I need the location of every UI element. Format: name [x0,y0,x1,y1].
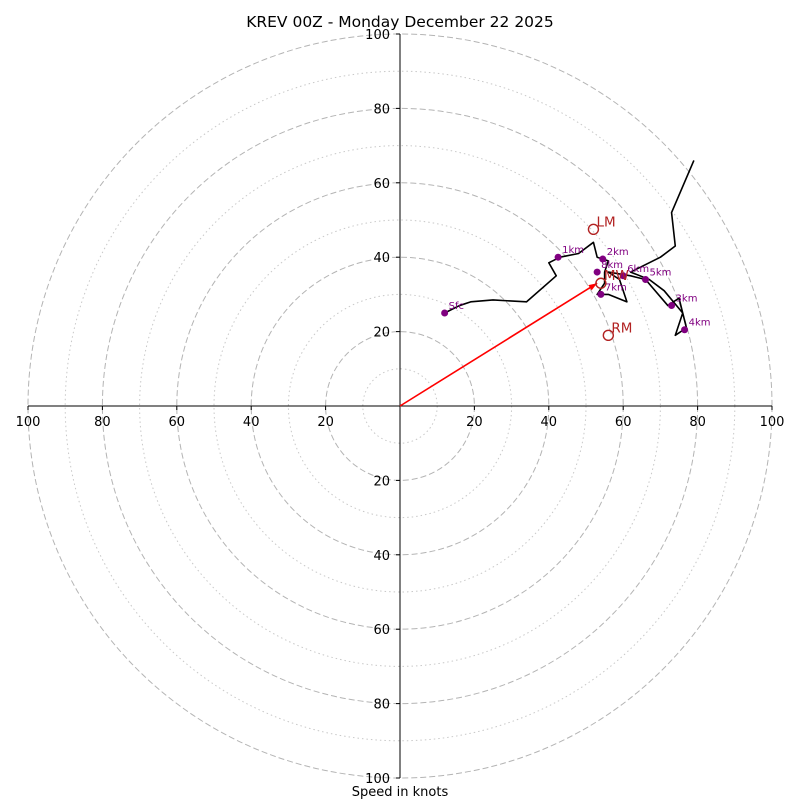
height-label-8km: 8km [601,260,623,271]
y-tick-label: 20 [373,474,390,489]
height-label-sfc: Sfc [449,301,464,312]
x-tick-label: 100 [760,415,785,430]
x-tick-label: 20 [317,415,334,430]
height-label-6km: 6km [627,264,649,275]
height-marker-1km [554,253,562,261]
y-tick-label: 100 [365,772,390,787]
storm-label-mw: MW [604,268,629,284]
height-marker-7km [597,290,605,298]
height-label-1km: 1km [562,245,584,256]
height-label-7km: 7km [605,282,627,293]
y-tick-label: 80 [373,698,390,713]
height-marker-6km [619,272,627,280]
height-label-4km: 4km [689,318,711,329]
x-tick-labels: 100 80 60 40 20 20 40 60 80 100 [16,406,785,430]
height-marker-2km [599,255,607,263]
x-tick-label: 80 [689,415,706,430]
x-tick-label: 80 [94,415,111,430]
height-label-5km: 5km [650,268,672,279]
y-tick-label: 40 [373,251,390,266]
mean-wind-arrowhead [588,283,598,291]
x-tick-label: 60 [615,415,632,430]
y-tick-label: 60 [373,623,390,638]
storm-motion-markers: LM MW RM [587,214,632,342]
y-tick-label: 40 [373,549,390,564]
x-tick-label: 20 [466,415,483,430]
x-tick-label: 100 [16,415,41,430]
height-marker-3km [668,302,676,310]
wind-profile-line [444,160,695,337]
y-tick-label: 100 [365,28,390,43]
height-label-2km: 2km [607,247,629,258]
mean-wind-vector [399,282,598,407]
y-tick-label: 60 [373,177,390,192]
x-axis-label: Speed in knots [352,785,449,800]
storm-label-lm: LM [596,214,615,230]
storm-marker-rm [602,329,615,342]
height-marker-5km [642,276,650,284]
x-tick-label: 40 [243,415,260,430]
height-marker-sfc [441,309,449,317]
y-tick-label: 20 [373,326,390,341]
height-marker-8km [593,268,601,276]
storm-marker-mw [595,277,607,289]
height-marker-4km [681,326,689,334]
height-label-3km: 3km [676,294,698,305]
y-tick-labels: 100 80 60 40 20 20 40 60 80 100 [365,28,400,787]
wind-profile [444,160,695,337]
storm-label-rm: RM [611,320,632,336]
y-tick-label: 80 [373,102,390,117]
storm-marker-lm [587,223,600,236]
x-tick-label: 40 [541,415,558,430]
chart-title: KREV 00Z - Monday December 22 2025 [246,13,554,31]
mean-wind-line [399,282,598,407]
x-tick-label: 60 [169,415,186,430]
